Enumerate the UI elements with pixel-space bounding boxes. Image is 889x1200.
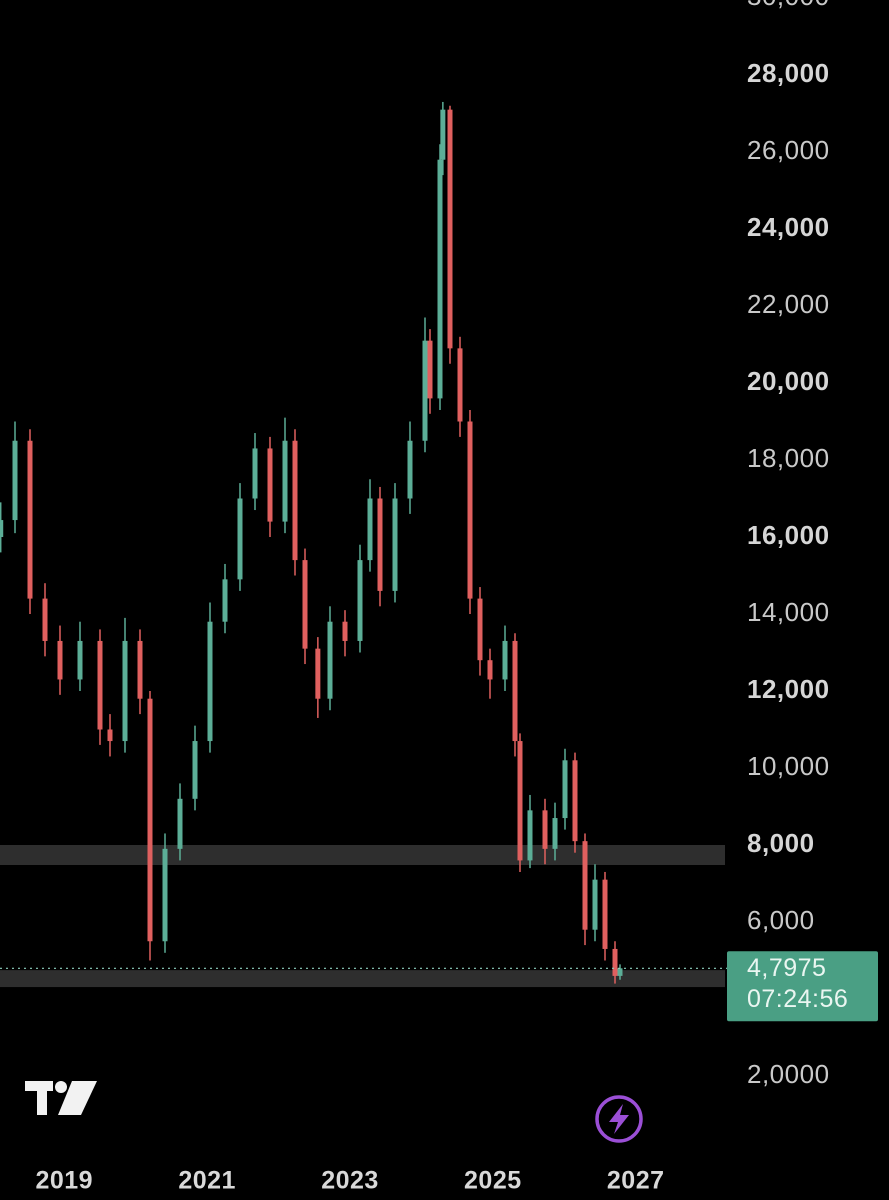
zones bbox=[0, 845, 725, 988]
y-tick-label: 22,000 bbox=[747, 289, 830, 319]
y-tick-label: 20,000 bbox=[747, 366, 830, 396]
candle-body bbox=[477, 598, 483, 661]
zone bbox=[0, 970, 725, 988]
candle-body bbox=[427, 340, 433, 399]
x-tick-label: 2023 bbox=[321, 1167, 379, 1195]
candle-body bbox=[315, 648, 321, 699]
y-tick-label: 26,000 bbox=[747, 135, 830, 165]
x-tick-label: 2025 bbox=[464, 1167, 522, 1195]
x-tick-label: 2027 bbox=[607, 1167, 665, 1195]
candle-body bbox=[612, 948, 618, 976]
candle-body bbox=[292, 440, 298, 561]
price-label-box bbox=[727, 951, 878, 1022]
candle-body bbox=[457, 348, 463, 422]
candle-body bbox=[377, 498, 383, 591]
candle-body bbox=[422, 340, 428, 441]
y-tick-label: 8,000 bbox=[747, 828, 815, 858]
x-tick-label: 2021 bbox=[178, 1167, 236, 1195]
candle-body bbox=[122, 640, 128, 742]
candle-body bbox=[302, 560, 308, 649]
x-tick-label: 2019 bbox=[35, 1167, 93, 1195]
tradingview-logo bbox=[25, 1081, 97, 1115]
candle-body bbox=[407, 440, 413, 499]
candle-body bbox=[0, 520, 4, 537]
candle-body bbox=[42, 598, 48, 641]
candle-body bbox=[367, 498, 373, 561]
candle-body bbox=[252, 448, 258, 499]
last-price-label: 4,7975 bbox=[747, 954, 826, 982]
y-tick-label: 12,000 bbox=[747, 674, 830, 704]
candle-body bbox=[542, 810, 548, 849]
candle-body bbox=[357, 560, 363, 641]
candle-body bbox=[207, 621, 213, 742]
candle-body bbox=[77, 640, 83, 680]
candle-body bbox=[12, 440, 18, 521]
candle-body bbox=[222, 579, 228, 622]
candle-body bbox=[327, 621, 333, 699]
y-tick-label: 18,000 bbox=[747, 443, 830, 473]
candle-body bbox=[440, 109, 446, 160]
candle-body bbox=[527, 810, 533, 861]
countdown: 07:24:56 bbox=[747, 985, 848, 1013]
y-tick-label: 14,000 bbox=[747, 597, 830, 627]
candle-body bbox=[592, 879, 598, 930]
candle-body bbox=[512, 640, 518, 742]
candle-body bbox=[57, 640, 63, 680]
y-tick-label: 6,000 bbox=[747, 905, 815, 935]
y-tick-label: 24,000 bbox=[747, 212, 830, 242]
candle-body bbox=[342, 621, 348, 641]
candles bbox=[0, 101, 623, 984]
candle-body bbox=[162, 848, 168, 942]
lightning-icon[interactable] bbox=[595, 1095, 643, 1143]
candle-body bbox=[282, 440, 288, 522]
y-tick-label: 30,000 bbox=[747, 0, 830, 11]
candle-body bbox=[97, 640, 103, 730]
candle-body bbox=[137, 640, 143, 699]
candle-body bbox=[447, 109, 453, 349]
candle-body bbox=[582, 841, 588, 930]
candle-body bbox=[27, 440, 33, 599]
candle-body bbox=[517, 741, 523, 861]
candle-body bbox=[467, 421, 473, 599]
candle-body bbox=[437, 159, 443, 399]
candle-body bbox=[192, 741, 198, 799]
y-tick-label: 28,000 bbox=[747, 58, 830, 88]
y-tick-label: 10,000 bbox=[747, 751, 830, 781]
candle-body bbox=[392, 498, 398, 591]
candle-body bbox=[617, 968, 623, 976]
candle-body bbox=[107, 729, 113, 742]
candle-body bbox=[562, 760, 568, 819]
candle-body bbox=[552, 818, 558, 849]
candle-body bbox=[572, 760, 578, 842]
candle-body bbox=[147, 698, 153, 942]
overlay: 4,7975 07:24:56 bbox=[0, 951, 878, 1022]
candle-body bbox=[602, 879, 608, 949]
y-tick-label: 16,000 bbox=[747, 520, 830, 550]
candle-body bbox=[177, 798, 183, 849]
zone bbox=[0, 845, 725, 866]
y-tick-label: 2,0000 bbox=[747, 1059, 830, 1089]
candle-body bbox=[267, 448, 273, 522]
candle-body bbox=[237, 498, 243, 580]
candle-body bbox=[487, 660, 493, 680]
candle-body bbox=[502, 640, 508, 680]
